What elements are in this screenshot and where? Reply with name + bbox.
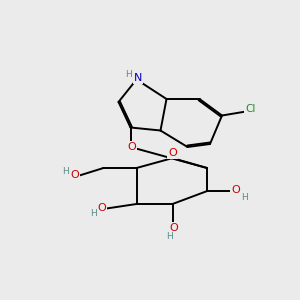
Text: O: O (168, 148, 177, 158)
Text: H: H (166, 232, 173, 241)
Text: O: O (128, 142, 136, 152)
Text: N: N (134, 73, 142, 83)
Text: O: O (231, 185, 240, 195)
Text: Cl: Cl (245, 104, 256, 115)
Text: O: O (70, 170, 80, 181)
Text: H: H (91, 209, 97, 218)
Text: H: H (126, 70, 132, 79)
Text: O: O (98, 202, 106, 213)
Text: O: O (169, 223, 178, 233)
Text: H: H (241, 193, 248, 202)
Text: H: H (62, 167, 68, 176)
